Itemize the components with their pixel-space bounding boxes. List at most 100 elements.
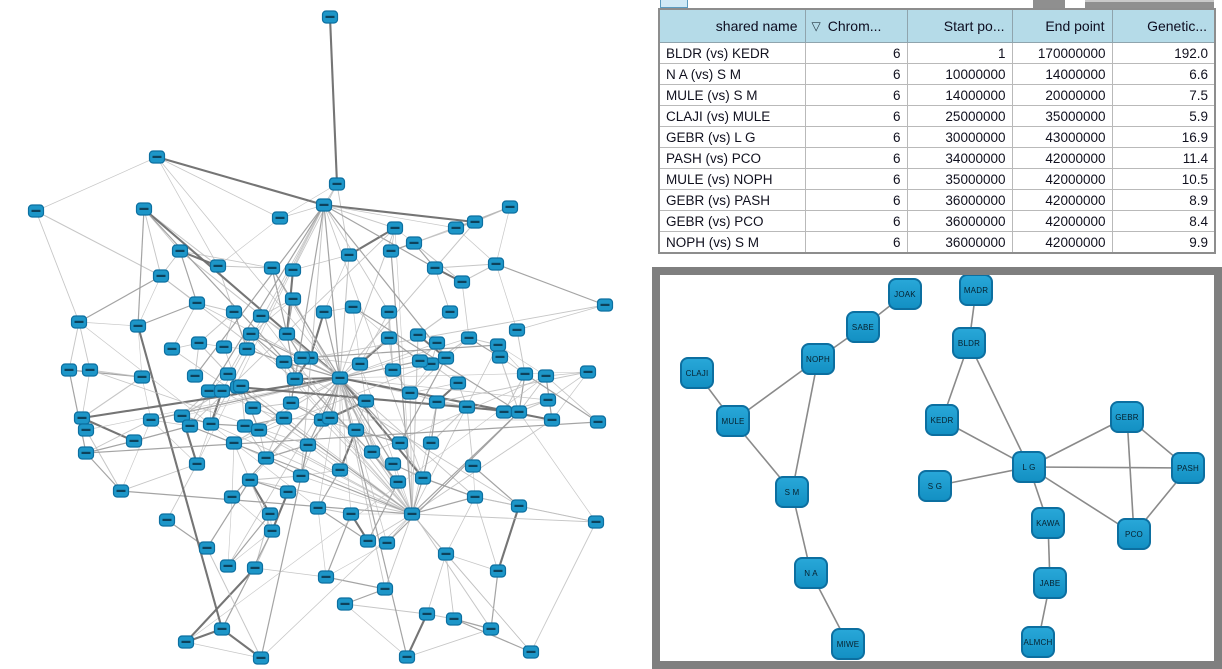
cell-genetic[interactable]: 11.4	[1111, 147, 1216, 169]
network-node[interactable]	[257, 451, 275, 465]
network-node[interactable]	[453, 275, 471, 289]
network-node[interactable]	[279, 485, 297, 499]
network-node[interactable]	[70, 315, 88, 329]
network-node-KAWA[interactable]: KAWA	[1031, 507, 1065, 539]
network-node[interactable]	[77, 446, 95, 460]
network-node[interactable]	[317, 570, 335, 584]
network-node[interactable]	[81, 363, 99, 377]
network-node[interactable]	[60, 363, 78, 377]
cell-end[interactable]: 35000000	[1011, 105, 1113, 127]
network-node-NA[interactable]: N A	[794, 557, 828, 589]
cell-end[interactable]: 43000000	[1011, 126, 1113, 148]
network-node[interactable]	[284, 263, 302, 277]
network-node-GEBR[interactable]: GEBR	[1110, 401, 1144, 433]
network-node[interactable]	[252, 309, 270, 323]
network-node[interactable]	[380, 305, 398, 319]
network-node[interactable]	[378, 536, 396, 550]
network-node-ALMCH[interactable]: ALMCH	[1021, 626, 1055, 658]
network-node[interactable]	[437, 351, 455, 365]
network-node-SG[interactable]: S G	[918, 470, 952, 502]
network-node-MULE[interactable]: MULE	[716, 405, 750, 437]
cell-end[interactable]: 170000000	[1011, 42, 1113, 64]
network-node[interactable]	[405, 236, 423, 250]
cell-end[interactable]: 42000000	[1011, 147, 1113, 169]
network-node[interactable]	[384, 363, 402, 377]
network-node[interactable]	[315, 198, 333, 212]
network-node[interactable]	[522, 645, 540, 659]
column-header-chromosome[interactable]: ▽ Chrom...	[804, 8, 908, 43]
cell-shared-name[interactable]: BLDR (vs) KEDR	[658, 42, 806, 64]
network-node[interactable]	[445, 612, 463, 626]
network-node[interactable]	[391, 436, 409, 450]
network-node[interactable]	[188, 457, 206, 471]
table-row[interactable]: NOPH (vs) S M 6 36000000 42000000 9.9	[658, 231, 1216, 254]
network-node[interactable]	[223, 490, 241, 504]
table-row[interactable]: PASH (vs) PCO 6 34000000 42000000 11.4	[658, 147, 1216, 169]
network-node[interactable]	[482, 622, 500, 636]
subnetwork-edge-NOPH-SM[interactable]	[791, 358, 819, 493]
network-node[interactable]	[213, 384, 231, 398]
column-header-shared-name[interactable]: shared name	[658, 8, 806, 43]
network-node[interactable]	[422, 436, 440, 450]
network-node[interactable]	[380, 331, 398, 345]
cell-start[interactable]: 1	[906, 42, 1013, 64]
network-node[interactable]	[148, 150, 166, 164]
network-node-CLAJI[interactable]: CLAJI	[680, 357, 714, 389]
subnetwork-canvas[interactable]: JOAK MADR SABE NOPH BLDR CLAJI MULE KEDR GEBR L G…	[660, 275, 1214, 661]
network-node[interactable]	[219, 367, 237, 381]
network-node[interactable]	[250, 423, 268, 437]
network-node-MADR[interactable]: MADR	[959, 275, 993, 306]
network-node[interactable]	[263, 524, 281, 538]
table-row[interactable]: GEBR (vs) PASH 6 36000000 42000000 8.9	[658, 189, 1216, 211]
cell-genetic[interactable]: 6.6	[1111, 63, 1216, 85]
network-node[interactable]	[213, 622, 231, 636]
cell-start[interactable]: 36000000	[906, 210, 1013, 232]
network-node[interactable]	[238, 342, 256, 356]
network-node[interactable]	[112, 484, 130, 498]
cell-end[interactable]: 42000000	[1011, 168, 1113, 190]
network-node[interactable]	[315, 305, 333, 319]
network-node[interactable]	[27, 204, 45, 218]
network-node[interactable]	[351, 357, 369, 371]
network-node[interactable]	[246, 561, 264, 575]
network-node[interactable]	[198, 541, 216, 555]
cell-end[interactable]: 14000000	[1011, 63, 1113, 85]
network-node[interactable]	[309, 501, 327, 515]
cell-chromosome[interactable]: 6	[804, 42, 908, 64]
network-node[interactable]	[261, 507, 279, 521]
cell-genetic[interactable]: 16.9	[1111, 126, 1216, 148]
network-node[interactable]	[403, 507, 421, 521]
subnetwork-edge-BLDR-LG[interactable]	[968, 342, 1030, 468]
cell-chromosome[interactable]: 6	[804, 105, 908, 127]
network-node[interactable]	[142, 413, 160, 427]
network-node[interactable]	[275, 355, 293, 369]
network-node[interactable]	[537, 369, 555, 383]
network-node[interactable]	[389, 475, 407, 489]
network-node-SABE[interactable]: SABE	[846, 311, 880, 343]
network-node[interactable]	[331, 371, 349, 385]
cell-start[interactable]: 30000000	[906, 126, 1013, 148]
network-node[interactable]	[510, 405, 528, 419]
network-node[interactable]	[495, 405, 513, 419]
scrollbar-fragment[interactable]	[1033, 0, 1065, 8]
cell-shared-name[interactable]: N A (vs) S M	[658, 63, 806, 85]
table-row[interactable]: MULE (vs) S M 6 14000000 20000000 7.5	[658, 84, 1216, 106]
network-node[interactable]	[242, 327, 260, 341]
cell-genetic[interactable]: 8.4	[1111, 210, 1216, 232]
network-node-PASH[interactable]: PASH	[1171, 452, 1205, 484]
network-node[interactable]	[232, 379, 250, 393]
cell-start[interactable]: 25000000	[906, 105, 1013, 127]
cell-chromosome[interactable]: 6	[804, 231, 908, 254]
network-node[interactable]	[587, 515, 605, 529]
network-node[interactable]	[437, 547, 455, 561]
network-node-LG[interactable]: L G	[1012, 451, 1046, 483]
network-node[interactable]	[284, 292, 302, 306]
cell-shared-name[interactable]: PASH (vs) PCO	[658, 147, 806, 169]
network-node-JABE[interactable]: JABE	[1033, 567, 1067, 599]
network-node[interactable]	[282, 396, 300, 410]
network-node[interactable]	[384, 457, 402, 471]
network-node[interactable]	[181, 419, 199, 433]
scrollbar-fragment[interactable]	[1085, 0, 1214, 8]
cell-chromosome[interactable]: 6	[804, 84, 908, 106]
network-node[interactable]	[382, 244, 400, 258]
